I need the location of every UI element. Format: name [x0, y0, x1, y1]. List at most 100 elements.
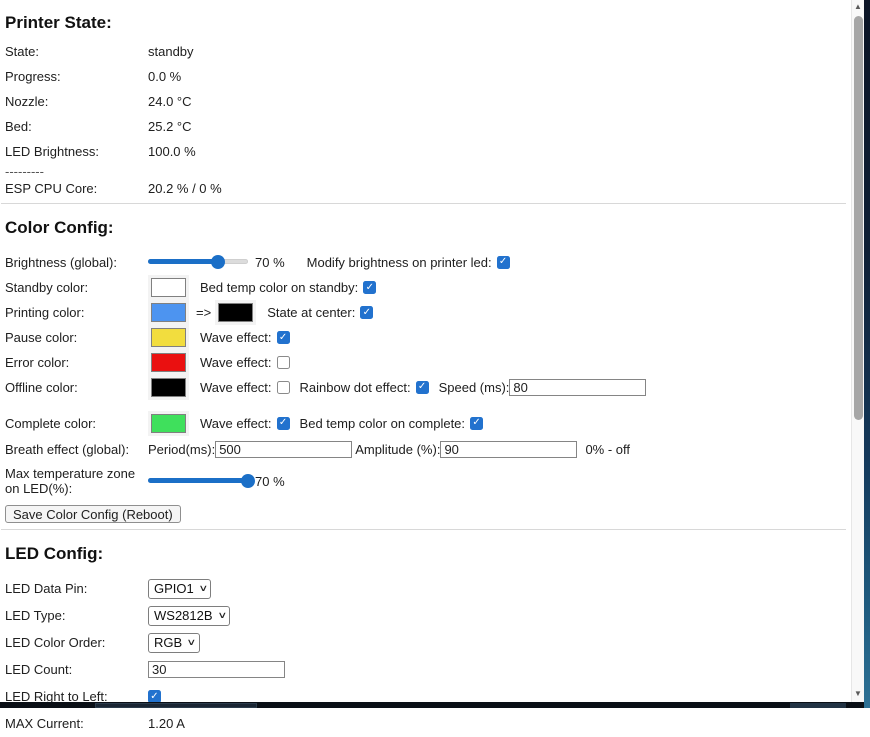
bed-value: 25.2 °C [148, 119, 192, 134]
led-type-select[interactable]: WS2812B ∨ [148, 605, 231, 626]
led-brightness-row: LED Brightness: 100.0 % [0, 139, 852, 164]
check-icon: ✓ [150, 690, 159, 702]
printing-start-color-swatch[interactable] [151, 303, 186, 322]
nozzle-value: 24.0 °C [148, 94, 192, 109]
slider-fill [148, 254, 225, 269]
bed-row: Bed: 25.2 °C [0, 114, 852, 139]
check-icon: ✓ [417, 381, 427, 392]
esp-cpu-row: ESP CPU Core: 20.2 % / 0 % [0, 178, 852, 199]
divider-dashes: --------- [5, 163, 44, 179]
select-value: GPIO1 [154, 580, 194, 596]
led-data-pin-label: LED Data Pin: [5, 581, 88, 596]
breath-effect-row: Breath effect (global): Period(ms): Ampl… [0, 435, 852, 463]
amplitude-label: Amplitude (%): [355, 441, 441, 457]
chevron-down-icon: ∨ [216, 609, 227, 620]
breath-off-hint: 0% - off [585, 441, 630, 457]
color-config-title: Color Config: [5, 218, 114, 237]
state-at-center-checkbox[interactable]: ✓ [360, 306, 374, 319]
led-type-label: LED Type: [5, 608, 66, 623]
led-type-row: LED Type: WS2812B ∨ [0, 602, 852, 629]
scroll-up-icon[interactable]: ▲ [854, 2, 862, 11]
led-color-order-row: LED Color Order: RGB ∨ [0, 629, 852, 656]
led-brightness-label: LED Brightness: [5, 144, 99, 159]
brightness-global-label: Brightness (global): [5, 254, 117, 270]
desktop-background-strip [864, 0, 870, 708]
pause-color-row: Pause color: Wave effect: ✓ [0, 325, 852, 350]
error-wave-checkbox[interactable]: ✓ [276, 356, 290, 369]
led-color-order-label: LED Color Order: [5, 635, 106, 650]
led-count-input[interactable] [148, 661, 285, 678]
complete-color-row: Complete color: Wave effect: ✓ Bed temp … [0, 411, 852, 435]
vertical-scrollbar[interactable]: ▲ ▼ [851, 0, 864, 702]
led-data-pin-select[interactable]: GPIO1 ∨ [148, 578, 212, 599]
standby-color-swatch[interactable] [151, 278, 186, 297]
slider-track [148, 254, 248, 269]
chevron-down-icon: ∨ [186, 636, 197, 647]
brightness-slider[interactable] [148, 254, 248, 269]
max-current-label: MAX Current: [5, 716, 84, 731]
led-config-title: LED Config: [5, 544, 104, 563]
esp-cpu-value: 20.2 % / 0 % [148, 181, 222, 196]
complete-wave-checkbox[interactable]: ✓ [276, 416, 290, 430]
amplitude-input[interactable] [440, 440, 578, 458]
pause-wave-checkbox[interactable]: ✓ [276, 331, 290, 344]
offline-color-label: Offline color: [5, 379, 78, 395]
rainbow-dot-checkbox[interactable]: ✓ [415, 380, 429, 394]
max-current-value: 1.20 A [148, 716, 185, 731]
slider-fill [148, 473, 255, 488]
page-content: Printer State: State: standby Progress: … [0, 13, 852, 731]
bed-temp-complete-label: Bed temp color on complete: [299, 415, 466, 431]
state-value: standby [148, 44, 194, 59]
standby-color-row: Standby color: Bed temp color on standby… [0, 275, 852, 300]
slider-thumb[interactable] [241, 473, 255, 488]
error-color-swatch[interactable] [151, 353, 186, 372]
speed-ms-input[interactable] [509, 378, 647, 396]
bed-temp-standby-checkbox[interactable]: ✓ [363, 281, 377, 294]
check-icon: ✓ [498, 256, 508, 267]
offline-color-swatch[interactable] [151, 377, 186, 397]
chevron-down-icon: ∨ [198, 582, 208, 593]
nozzle-row: Nozzle: 24.0 °C [0, 89, 852, 114]
bed-temp-complete-checkbox[interactable]: ✓ [470, 416, 484, 430]
slider-thumb[interactable] [211, 254, 225, 269]
period-input[interactable] [215, 440, 353, 458]
printing-end-color-swatch[interactable] [218, 303, 254, 322]
printing-color-label: Printing color: [5, 305, 85, 320]
breath-effect-label: Breath effect (global): [5, 441, 130, 457]
pause-wave-label: Wave effect: [200, 330, 272, 345]
led-color-order-select[interactable]: RGB ∨ [148, 632, 200, 653]
complete-color-label: Complete color: [5, 415, 97, 431]
complete-color-swatch[interactable] [151, 413, 186, 433]
error-color-row: Error color: Wave effect: ✓ [0, 350, 852, 375]
state-at-center-label: State at center: [267, 305, 356, 320]
taskbar-segment [95, 703, 257, 708]
select-value: WS2812B [154, 607, 213, 623]
save-color-config-button[interactable]: Save Color Config (Reboot) [5, 505, 181, 523]
modify-brightness-checkbox[interactable]: ✓ [496, 255, 510, 269]
bottom-window-edge [0, 702, 864, 708]
printing-color-row: Printing color: => State at center: ✓ [0, 300, 852, 325]
bed-temp-standby-label: Bed temp color on standby: [200, 280, 359, 295]
offline-wave-checkbox[interactable]: ✓ [276, 380, 290, 394]
select-value: RGB [154, 634, 183, 650]
check-icon: ✓ [278, 331, 288, 343]
modify-brightness-label: Modify brightness on printer led: [306, 254, 492, 270]
brightness-global-row: Brightness (global): 70 % Modify brightn… [0, 249, 852, 275]
led-count-row: LED Count: [0, 656, 852, 683]
bed-label: Bed: [5, 119, 32, 134]
standby-color-label: Standby color: [5, 280, 89, 295]
pause-color-swatch[interactable] [151, 328, 186, 347]
led-count-label: LED Count: [5, 662, 73, 677]
section-divider [1, 529, 846, 530]
scroll-down-icon[interactable]: ▼ [854, 689, 862, 698]
esp-cpu-label: ESP CPU Core: [5, 181, 98, 196]
offline-color-row: Offline color: Wave effect: ✓ Rainbow do… [0, 375, 852, 399]
progress-label: Progress: [5, 69, 61, 84]
offline-wave-label: Wave effect: [200, 379, 272, 395]
scrollbar-thumb[interactable] [853, 16, 863, 420]
max-temp-zone-slider[interactable] [148, 473, 255, 488]
max-temp-zone-label: Max temperature zone on LED(%): [5, 466, 136, 496]
check-icon: ✓ [362, 306, 372, 318]
slider-track [148, 473, 255, 488]
section-divider [1, 203, 846, 204]
